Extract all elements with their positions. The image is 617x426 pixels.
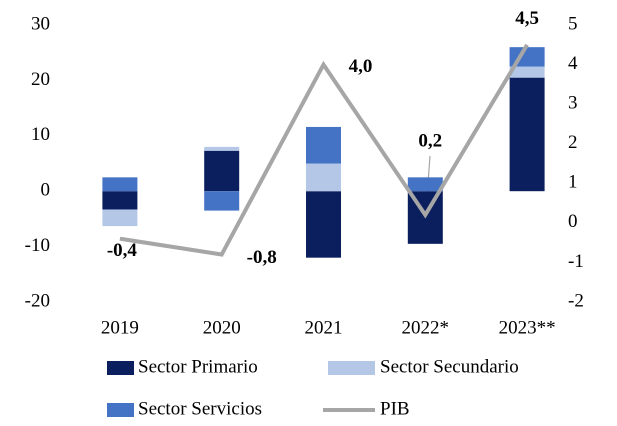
- y2-tick-label: 0: [568, 211, 578, 232]
- bar-segment: [306, 163, 341, 192]
- line: [119, 43, 529, 257]
- bar-segment: [102, 177, 138, 192]
- y-tick-label: -20: [25, 290, 50, 311]
- bar-segment: [102, 209, 138, 227]
- data-label: 4,5: [515, 8, 539, 29]
- y2-tick-label: 5: [568, 13, 578, 34]
- x-tick-label: 2023**: [499, 317, 556, 338]
- bar-segment: [204, 191, 240, 211]
- bar-segment: [509, 66, 545, 78]
- bar-segment: [102, 191, 138, 210]
- bar-segment: [204, 146, 240, 151]
- legend-label: Sector Primario: [138, 356, 258, 377]
- y2-tick-label: -1: [568, 251, 584, 272]
- y-tick-label: -10: [25, 235, 50, 256]
- bar-segment: [306, 126, 341, 164]
- y2-tick-label: 1: [568, 172, 578, 193]
- x-tick-label: 2021: [305, 317, 343, 338]
- y-tick-label: 20: [31, 69, 50, 90]
- data-label: 0,2: [418, 130, 442, 151]
- y2-tick-label: 4: [568, 53, 578, 74]
- y2-tick-label: -2: [568, 290, 584, 311]
- legend-swatch: [107, 403, 134, 417]
- y-tick-label: 0: [41, 180, 51, 201]
- x-tick-label: 2019: [101, 317, 139, 338]
- bar-segment: [306, 191, 341, 258]
- x-tick-label: 2020: [203, 317, 241, 338]
- legend-label: Sector Secundario: [380, 356, 519, 377]
- x-tick-label: 2022*: [402, 317, 450, 338]
- data-label: -0,4: [107, 240, 138, 261]
- y-tick-label: 30: [31, 13, 50, 34]
- bar-segment: [407, 177, 443, 192]
- legend-label: PIB: [380, 398, 410, 419]
- y2-tick-label: 2: [568, 132, 578, 153]
- data-label: 4,0: [349, 56, 373, 77]
- legend-label: Sector Servicios: [138, 398, 262, 419]
- data-label: -0,8: [247, 247, 277, 268]
- y-tick-label: 10: [31, 124, 50, 145]
- y2-tick-label: 3: [568, 93, 578, 114]
- bar-segment: [204, 150, 240, 192]
- legend-swatch: [328, 361, 375, 375]
- bar-segment: [509, 77, 545, 192]
- legend-swatch: [107, 361, 134, 375]
